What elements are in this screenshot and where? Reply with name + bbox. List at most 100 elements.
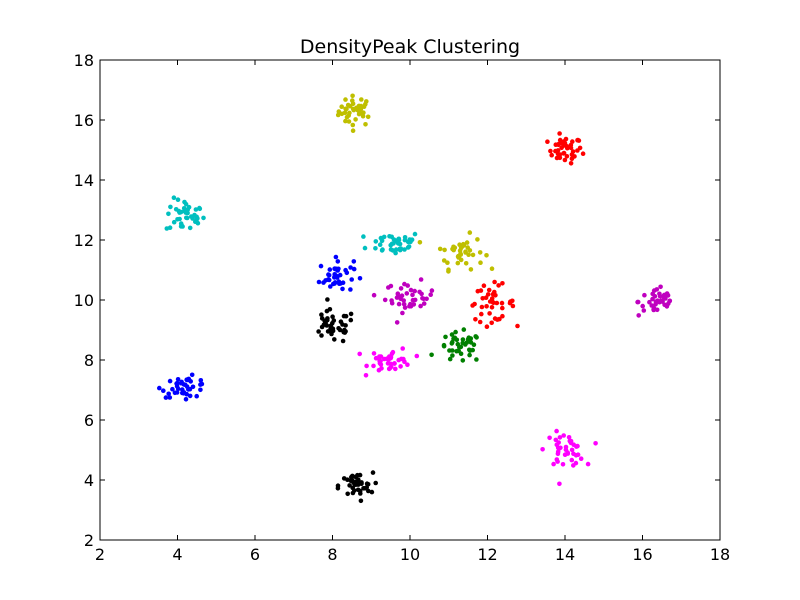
scatter-point	[166, 391, 171, 397]
scatter-point	[181, 390, 187, 395]
scatter-point	[651, 288, 657, 293]
scatter-point	[190, 384, 196, 390]
scatter-point	[335, 259, 341, 264]
scatter-point	[330, 314, 335, 320]
scatter-point	[398, 286, 404, 291]
scatter-point	[396, 301, 402, 307]
scatter-point	[657, 291, 662, 297]
scatter-point	[418, 303, 423, 309]
scatter-point	[446, 269, 451, 274]
scatter-point	[663, 296, 668, 301]
scatter-point	[565, 450, 570, 455]
scatter-point	[481, 283, 487, 289]
scatter-point	[554, 155, 560, 161]
scatter-point	[500, 281, 505, 286]
scatter-point	[489, 296, 495, 301]
scatter-point	[401, 302, 407, 307]
x-tick-label: 14	[555, 545, 575, 564]
scatter-point	[341, 476, 347, 481]
scatter-point	[345, 102, 351, 108]
scatter-point	[197, 205, 202, 211]
scatter-point	[479, 311, 484, 317]
scatter-point	[166, 211, 171, 217]
scatter-point	[365, 114, 371, 120]
scatter-point	[381, 234, 387, 240]
scatter-point	[353, 117, 358, 122]
scatter-point	[640, 303, 645, 309]
scatter-point	[408, 287, 414, 293]
scatter-point	[386, 285, 391, 290]
y-tick-label: 14	[74, 171, 94, 190]
scatter-point	[561, 139, 567, 144]
scatter-point	[189, 372, 195, 378]
scatter-point	[553, 148, 558, 154]
scatter-point	[390, 248, 396, 253]
scatter-point	[392, 361, 397, 366]
scatter-point	[357, 351, 363, 357]
scatter-point	[492, 279, 497, 285]
scatter-point	[349, 277, 355, 282]
scatter-point	[496, 283, 501, 288]
scatter-point	[461, 243, 467, 248]
scatter-point	[406, 244, 412, 249]
scatter-point	[499, 300, 505, 306]
scatter-point	[360, 113, 366, 119]
scatter-point	[354, 482, 359, 487]
scatter-point	[485, 292, 491, 297]
scatter-point	[650, 296, 655, 302]
scatter-point	[445, 260, 450, 266]
scatter-point	[658, 284, 663, 290]
scatter-point	[344, 114, 350, 120]
scatter-point	[363, 373, 369, 378]
scatter-point	[568, 161, 574, 166]
scatter-point	[557, 131, 562, 136]
scatter-point	[184, 215, 189, 221]
scatter-point	[580, 151, 586, 156]
scatter-point	[377, 361, 383, 366]
scatter-point	[463, 250, 468, 255]
scatter-point	[371, 363, 376, 369]
scatter-point	[338, 319, 344, 325]
scatter-point	[161, 388, 166, 394]
scatter-point	[402, 247, 407, 252]
scatter-point	[373, 480, 379, 486]
scatter-point	[571, 463, 576, 468]
scatter-point	[351, 266, 357, 272]
scatter-point	[358, 106, 364, 112]
scatter-point	[336, 109, 342, 114]
scatter-point	[316, 279, 322, 285]
scatter-point	[350, 490, 356, 496]
scatter-point	[553, 437, 559, 443]
scatter-point	[332, 266, 337, 272]
scatter-point	[561, 433, 566, 438]
scatter-point	[455, 341, 461, 347]
scatter-point	[350, 128, 356, 133]
scatter-point	[348, 317, 354, 323]
scatter-point	[510, 298, 515, 304]
scatter-point	[489, 266, 495, 272]
scatter-point	[424, 296, 429, 302]
scatter-point	[398, 296, 404, 302]
scatter-point	[343, 267, 348, 273]
y-tick-label: 16	[74, 111, 94, 130]
scatter-point	[578, 456, 584, 462]
x-tick-label: 16	[632, 545, 652, 564]
scatter-point	[556, 142, 561, 148]
scatter-point	[564, 154, 570, 159]
scatter-point	[186, 204, 192, 210]
scatter-point	[348, 287, 353, 292]
x-tick-label: 12	[477, 545, 497, 564]
scatter-point	[393, 366, 398, 372]
scatter-point	[379, 366, 384, 371]
scatter-point	[489, 320, 495, 326]
scatter-point	[163, 395, 169, 400]
scatter-point	[557, 435, 563, 440]
scatter-point	[337, 272, 343, 278]
scatter-point	[470, 347, 476, 353]
scatter-point	[570, 149, 576, 154]
scatter-point	[554, 428, 559, 434]
y-tick-label: 10	[74, 291, 94, 310]
scatter-point	[400, 310, 405, 316]
scatter-point	[362, 486, 368, 491]
scatter-point	[414, 353, 420, 359]
